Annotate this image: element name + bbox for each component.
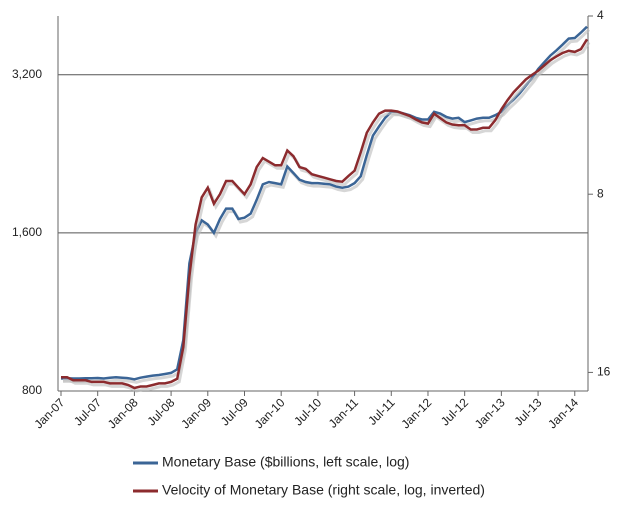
legend-label: Velocity of Monetary Base (right scale, …	[162, 482, 485, 498]
y2-tick-label: 4	[597, 8, 604, 22]
legend-label: Monetary Base ($billions, left scale, lo…	[162, 454, 409, 470]
y2-tick-label: 16	[597, 365, 611, 379]
y-tick-label: 1,600	[12, 225, 42, 239]
y-tick-label: 800	[22, 383, 42, 397]
y2-tick-label: 8	[597, 186, 604, 200]
series-shadow	[63, 41, 591, 393]
y-tick-label: 3,200	[12, 67, 42, 81]
series-line	[61, 38, 589, 390]
